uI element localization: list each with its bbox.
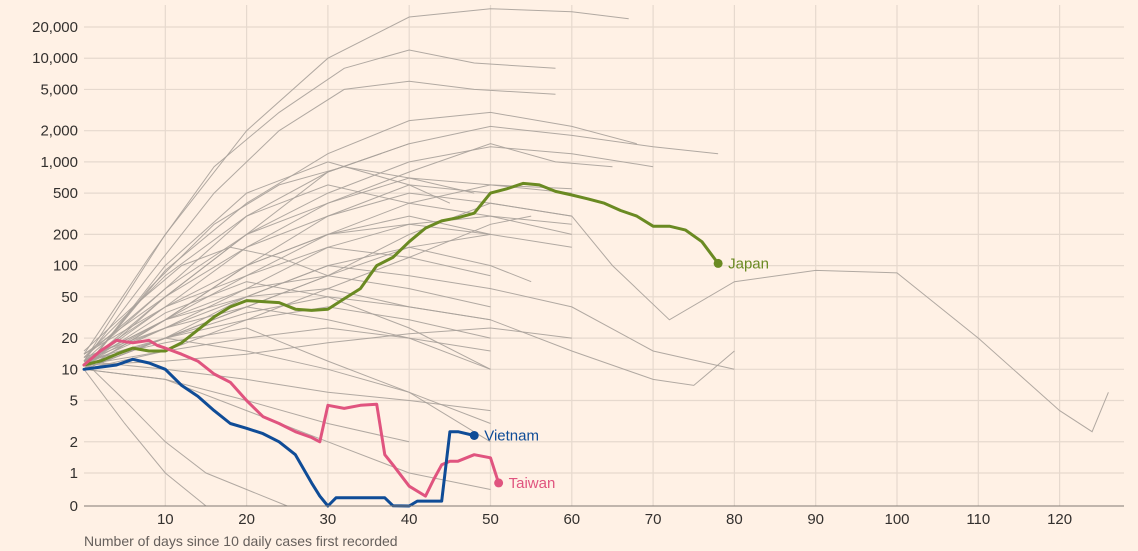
background-series-line [83,327,491,443]
y-tick-label: 200 [53,226,78,243]
japan-end-marker [713,258,723,268]
japan-series-line [82,181,720,367]
taiwan-end-marker [494,478,504,488]
background-series-line [83,8,629,362]
background-series-line [83,327,572,366]
y-tick-label: 5,000 [40,81,78,98]
background-series-line [83,49,556,355]
x-tick-label: 50 [482,511,499,528]
background-series-line [83,111,637,370]
background-series-line [83,281,491,370]
x-tick-label: 10 [157,511,174,528]
x-tick-label: 100 [884,511,909,528]
background-series-line [83,306,491,370]
highlight-series-group: Japan Taiwan Vietnam [82,181,769,508]
x-tick-label: 60 [563,511,580,528]
y-tick-label: 20 [61,330,78,347]
y-tick-label: 500 [53,185,78,202]
x-tick-label: 20 [238,511,255,528]
x-axis-label: Number of days since 10 daily cases firs… [84,533,398,549]
taiwan-series-line [82,338,501,498]
japan-label: Japan [728,255,769,272]
y-tick-label: 1,000 [40,154,78,171]
background-series-line [83,177,572,358]
background-series-line [83,246,491,355]
background-series-line [83,368,491,490]
axis-ticks: 0 1 2 5 10 20 50 100 200 500 1,000 2,000 5,000 10,000… [32,19,1124,528]
background-series-line [83,143,613,362]
x-tick-label: 80 [726,511,743,528]
background-series-line [83,146,654,366]
x-tick-label: 90 [807,511,824,528]
vietnam-end-marker [469,430,479,440]
y-tick-label: 2 [70,434,78,451]
background-series-line [83,360,491,412]
background-series-line [83,265,735,370]
background-series-line [83,215,491,366]
background-series-line [83,202,1109,433]
background-series-line [83,80,556,362]
x-tick-label: 40 [401,511,418,528]
y-tick-label: 50 [61,289,78,306]
y-tick-label: 10 [61,361,78,378]
background-series-line [83,184,491,370]
x-tick-label: 70 [645,511,662,528]
taiwan-label: Taiwan [509,475,556,492]
background-series-line [83,360,288,507]
background-series-line [83,327,491,366]
background-series-line [83,161,451,370]
background-series-line [83,368,207,507]
x-tick-label: 120 [1047,511,1072,528]
y-tick-label: 1 [70,465,78,482]
y-tick-label: 2,000 [40,123,78,140]
background-series-line [83,246,329,352]
x-tick-label: 110 [966,511,990,528]
y-tick-label: 10,000 [32,50,78,67]
y-tick-label: 5 [70,393,78,410]
y-tick-label: 0 [70,498,78,515]
background-series-group [83,8,1109,507]
vietnam-series-line [82,357,476,508]
y-tick-label: 20,000 [32,19,78,36]
y-tick-label: 100 [53,258,78,275]
vietnam-label: Vietnam [484,427,539,444]
x-tick-label: 30 [320,511,337,528]
